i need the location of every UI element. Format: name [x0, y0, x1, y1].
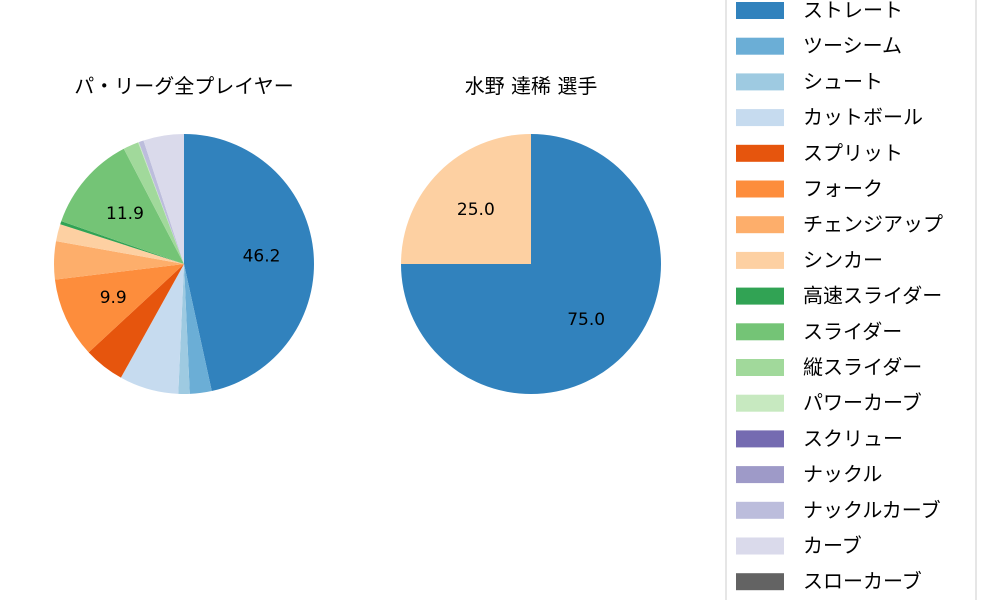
- legend-swatch-6: [736, 216, 784, 234]
- pie-title-league: パ・リーグ全プレイヤー: [74, 74, 293, 98]
- legend-swatch-9: [736, 323, 784, 341]
- pie-0-label-0: 46.2: [243, 247, 281, 267]
- legend-swatch-15: [736, 537, 784, 555]
- pie-0-label-9: 11.9: [106, 204, 144, 224]
- legend-label-15: カーブ: [803, 534, 862, 558]
- legend-swatch-1: [736, 37, 784, 55]
- pie-0-slice-1: [184, 264, 212, 394]
- pie-0-slice-7: [56, 224, 184, 264]
- legend-label-8: 高速スライダー: [803, 284, 942, 308]
- pie-0-slice-10: [123, 142, 184, 264]
- legend-swatch-8: [736, 287, 784, 305]
- legend-swatch-16: [736, 573, 784, 591]
- legend-label-10: 縦スライダー: [803, 355, 922, 379]
- legend-swatch-2: [736, 73, 784, 91]
- pie-league-all: パ・リーグ全プレイヤー 46.2 9.9 11.9: [53, 74, 315, 395]
- legend-label-13: ナックル: [803, 462, 882, 486]
- pie-1-slice-1: [401, 134, 531, 264]
- legend-swatch-7: [736, 251, 784, 269]
- legend-swatch-13: [736, 466, 784, 484]
- legend-swatch-5: [736, 180, 784, 198]
- pie-0-slice-4: [88, 264, 184, 378]
- legend-label-7: シンカー: [803, 248, 883, 272]
- pie-title-player: 水野 達稀 選手: [465, 74, 598, 98]
- pie-player: 水野 達稀 選手 75.0 25.0: [401, 74, 661, 394]
- legend-label-11: パワーカーブ: [803, 391, 922, 415]
- legend-label-12: スクリュー: [803, 426, 903, 450]
- legend-swatch-10: [736, 359, 784, 376]
- legend-swatch-14: [736, 501, 784, 519]
- pie-0-slice-3: [120, 264, 184, 394]
- legend-swatch-11: [736, 394, 784, 412]
- legend-label-14: ナックルカーブ: [803, 498, 941, 522]
- legend-label-6: チェンジアップ: [803, 212, 943, 236]
- pie-1-label-0: 75.0: [567, 310, 605, 330]
- pie-0-slice-11: [138, 142, 184, 264]
- legend-label-9: スライダー: [803, 319, 902, 343]
- pie-0-slice-6: [53, 241, 184, 280]
- legend-label-0: ストレート: [803, 0, 903, 22]
- legend-label-3: カットボール: [803, 105, 923, 129]
- pie-0-slice-14: [138, 140, 184, 264]
- legend-label-4: スプリット: [803, 141, 903, 165]
- legend-label-16: スローカーブ: [803, 569, 922, 593]
- legend-label-1: ツーシーム: [803, 34, 902, 58]
- pie-0-label-5: 9.9: [100, 288, 127, 308]
- pie-0-slice-15: [143, 134, 184, 264]
- legend-swatch-12: [736, 430, 784, 448]
- legend-frame: [725, 0, 977, 604]
- legend-swatch-3: [736, 109, 784, 127]
- pie-0-slice-9: [61, 148, 185, 264]
- legend-swatch-0: [736, 2, 784, 19]
- legend-label-2: シュート: [803, 69, 883, 93]
- legend: ストレートツーシームシュートカットボールスプリットフォークチェンジアップシンカー…: [725, 0, 977, 604]
- pie-0-slice-2: [178, 264, 190, 395]
- legend-swatch-4: [736, 144, 784, 162]
- pie-0-slice-0: [184, 134, 315, 391]
- pie-0-slice-5: [54, 264, 184, 353]
- pie-0-slice-8: [60, 221, 185, 264]
- pie-1-label-1: 25.0: [457, 200, 495, 220]
- legend-label-5: フォーク: [803, 177, 883, 201]
